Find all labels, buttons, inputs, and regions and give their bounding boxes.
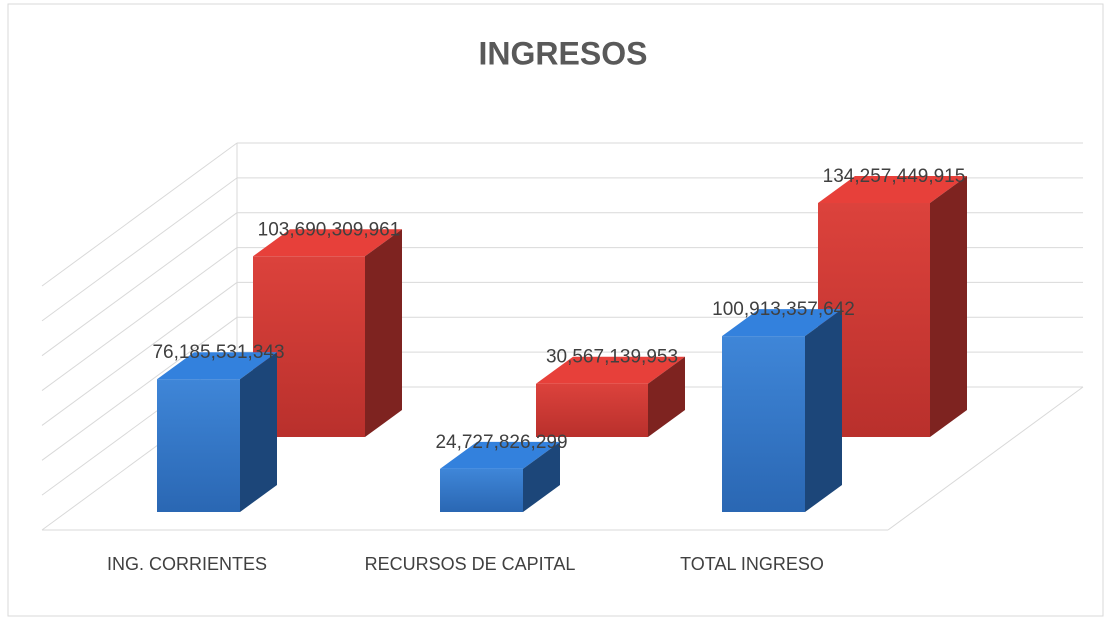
bar-front <box>722 336 805 512</box>
bar-side <box>240 352 277 512</box>
bar-side <box>805 309 842 512</box>
bar-front <box>157 379 240 512</box>
bar <box>157 352 277 512</box>
bar-top <box>536 356 685 384</box>
data-label: 134,257,449,915 <box>823 166 966 187</box>
x-tick-label: RECURSOS DE CAPITAL <box>365 554 576 574</box>
chart-title: INGRESOS <box>479 35 648 71</box>
side-grid-line <box>41 142 238 287</box>
side-grid-line <box>41 282 238 426</box>
bar-top <box>722 309 842 337</box>
bar-top <box>440 441 560 469</box>
bar-side <box>523 441 560 512</box>
bar <box>440 441 560 512</box>
data-label: 103,690,309,961 <box>258 219 401 240</box>
data-label: 76,185,531,343 <box>152 342 284 363</box>
x-tick-label: ING. CORRIENTES <box>107 554 267 574</box>
x-tick-label: TOTAL INGRESO <box>680 554 824 574</box>
data-label: 24,727,826,299 <box>435 432 567 453</box>
bar-top <box>253 229 402 257</box>
floor-edge <box>887 386 1084 531</box>
side-grid-line <box>41 316 238 461</box>
bar-side <box>930 176 967 438</box>
data-label: 30,567,139,953 <box>546 347 678 368</box>
bar-side <box>648 356 685 437</box>
side-grid-line <box>41 212 238 357</box>
side-grid-line <box>41 247 238 391</box>
bar-side <box>365 229 402 437</box>
bar-front <box>536 383 648 437</box>
bar-top <box>818 176 967 204</box>
bar <box>536 356 685 437</box>
side-grid-line <box>41 177 238 322</box>
data-label: 100,913,357,642 <box>712 299 855 320</box>
bar-front <box>440 468 523 512</box>
bar-top <box>157 352 277 380</box>
bar <box>722 309 842 512</box>
